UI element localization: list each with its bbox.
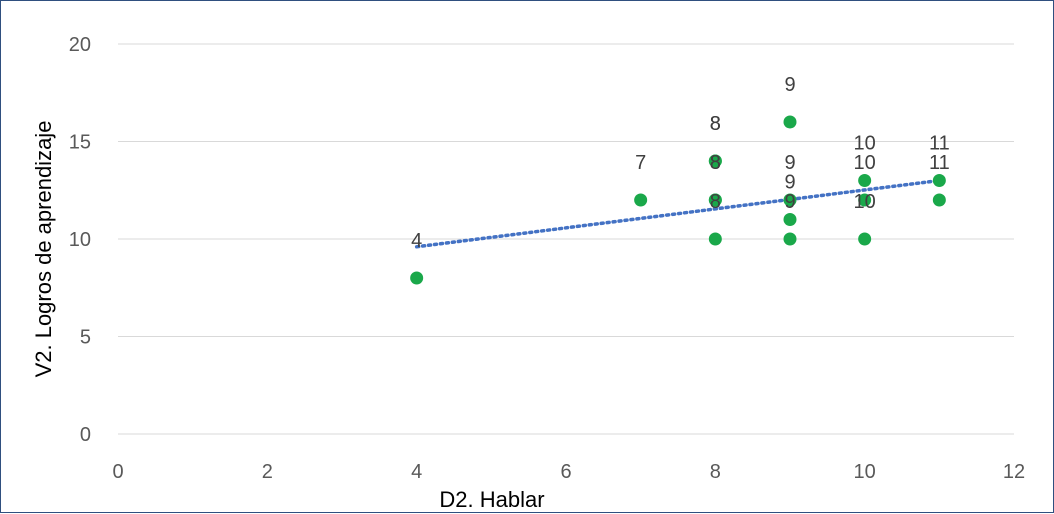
data-point	[634, 193, 648, 207]
data-label: 9	[784, 152, 795, 174]
data-label: 9	[784, 191, 795, 213]
x-tick-label: 12	[1003, 461, 1025, 483]
data-point	[708, 232, 722, 246]
data-label: 9	[784, 74, 795, 96]
data-point	[783, 232, 797, 246]
data-label: 11	[929, 133, 950, 155]
x-tick-label: 4	[411, 461, 422, 483]
data-label: 8	[710, 152, 721, 174]
data-label: 10	[854, 191, 876, 213]
x-tick-label: 8	[710, 461, 721, 483]
data-point	[708, 154, 722, 168]
gridlines	[118, 43, 1014, 435]
data-label: 8	[710, 152, 721, 174]
tick-labels-layer: 0 5 10 15 20 0 2 4 6 8 10 12	[69, 34, 1025, 483]
y-tick-label: 15	[69, 132, 91, 154]
data-label: 10	[854, 133, 876, 155]
data-point	[932, 174, 946, 187]
data-point	[783, 213, 797, 226]
x-tick-label: 10	[854, 461, 876, 483]
data-label: 11	[929, 152, 950, 174]
data-label: 8	[710, 113, 721, 135]
data-point	[858, 193, 872, 207]
data-point	[932, 193, 946, 207]
y-tick-label: 0	[80, 424, 91, 446]
data-point	[858, 174, 872, 187]
x-tick-label: 0	[112, 461, 123, 483]
x-tick-label: 6	[560, 461, 571, 483]
data-label: 9	[784, 172, 795, 194]
data-label: 4	[411, 230, 422, 252]
data-label: 8	[710, 113, 721, 135]
data-point	[783, 193, 797, 207]
data-point	[708, 193, 722, 207]
points-layer	[410, 115, 946, 285]
y-tick-label: 10	[69, 229, 91, 251]
trendline-layer	[414, 178, 942, 249]
data-point	[858, 232, 872, 246]
data-label: 8	[710, 191, 721, 213]
y-tick-label: 5	[80, 327, 91, 349]
data-point	[410, 271, 424, 285]
y-tick-label: 20	[69, 34, 91, 56]
data-point	[783, 115, 797, 129]
data-label: 7	[635, 152, 646, 174]
y-axis-title: V2. Logros de aprendizaje	[31, 121, 56, 378]
x-tick-label: 2	[262, 461, 273, 483]
trendline	[414, 178, 942, 249]
data-label: 10	[854, 152, 876, 174]
x-axis-title: D2. Hablar	[439, 487, 544, 512]
